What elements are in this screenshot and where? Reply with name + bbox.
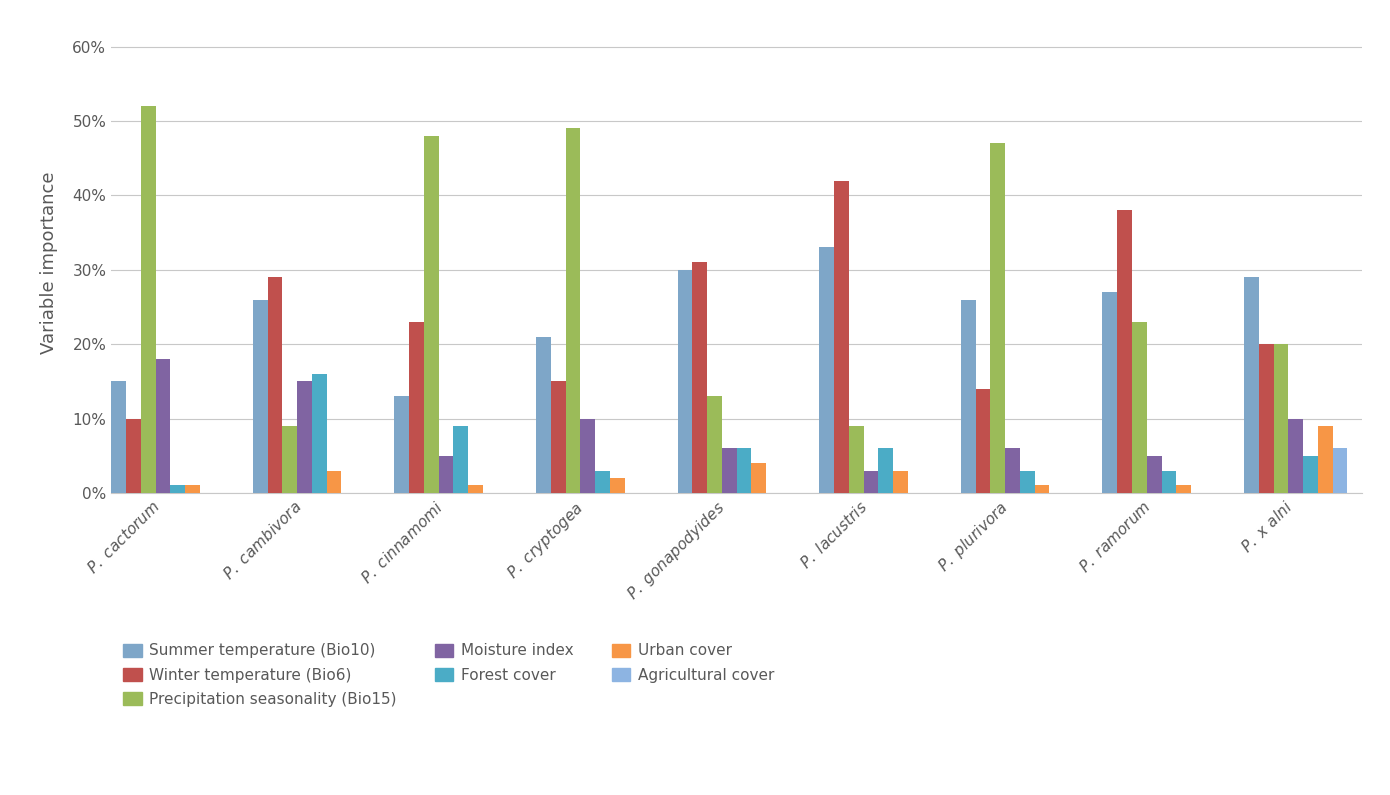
Bar [311, 374, 327, 493]
Bar [156, 359, 170, 493]
Bar [140, 107, 156, 493]
Bar [892, 471, 908, 493]
Bar [1176, 486, 1191, 493]
Bar [550, 382, 566, 493]
Bar [976, 389, 990, 493]
Bar [1020, 471, 1034, 493]
Bar [468, 486, 484, 493]
Bar [849, 426, 863, 493]
Bar [282, 426, 297, 493]
Bar [737, 448, 752, 493]
Bar [566, 129, 581, 493]
Bar [395, 396, 409, 493]
Bar [439, 456, 453, 493]
Y-axis label: Variable importance: Variable importance [40, 171, 58, 354]
Bar [1102, 292, 1118, 493]
Bar [424, 136, 439, 493]
Bar [581, 418, 595, 493]
Bar [1318, 426, 1333, 493]
Bar [595, 471, 610, 493]
Bar [327, 471, 342, 493]
Bar [1302, 456, 1318, 493]
Bar [1034, 486, 1049, 493]
Bar [1289, 418, 1302, 493]
Bar [1005, 448, 1020, 493]
Bar [678, 270, 692, 493]
Bar [610, 478, 624, 493]
Bar [752, 463, 766, 493]
Bar [409, 322, 424, 493]
Bar [878, 448, 892, 493]
Bar [111, 382, 126, 493]
Bar [537, 337, 550, 493]
Bar [960, 300, 976, 493]
Bar [297, 382, 311, 493]
Legend: Summer temperature (Bio10), Winter temperature (Bio6), Precipitation seasonality: Summer temperature (Bio10), Winter tempe… [118, 639, 778, 712]
Bar [185, 486, 200, 493]
Bar [721, 448, 737, 493]
Bar [1259, 344, 1273, 493]
Bar [1244, 277, 1259, 493]
Bar [692, 262, 708, 493]
Bar [253, 300, 267, 493]
Bar [834, 180, 849, 493]
Bar [1131, 322, 1147, 493]
Bar [1118, 211, 1131, 493]
Bar [267, 277, 282, 493]
Bar [171, 486, 185, 493]
Bar [1333, 448, 1347, 493]
Bar [863, 471, 878, 493]
Bar [708, 396, 721, 493]
Bar [819, 247, 834, 493]
Bar [126, 418, 140, 493]
Bar [453, 426, 468, 493]
Bar [990, 143, 1005, 493]
Bar [1147, 456, 1162, 493]
Bar [1273, 344, 1289, 493]
Bar [1162, 471, 1176, 493]
